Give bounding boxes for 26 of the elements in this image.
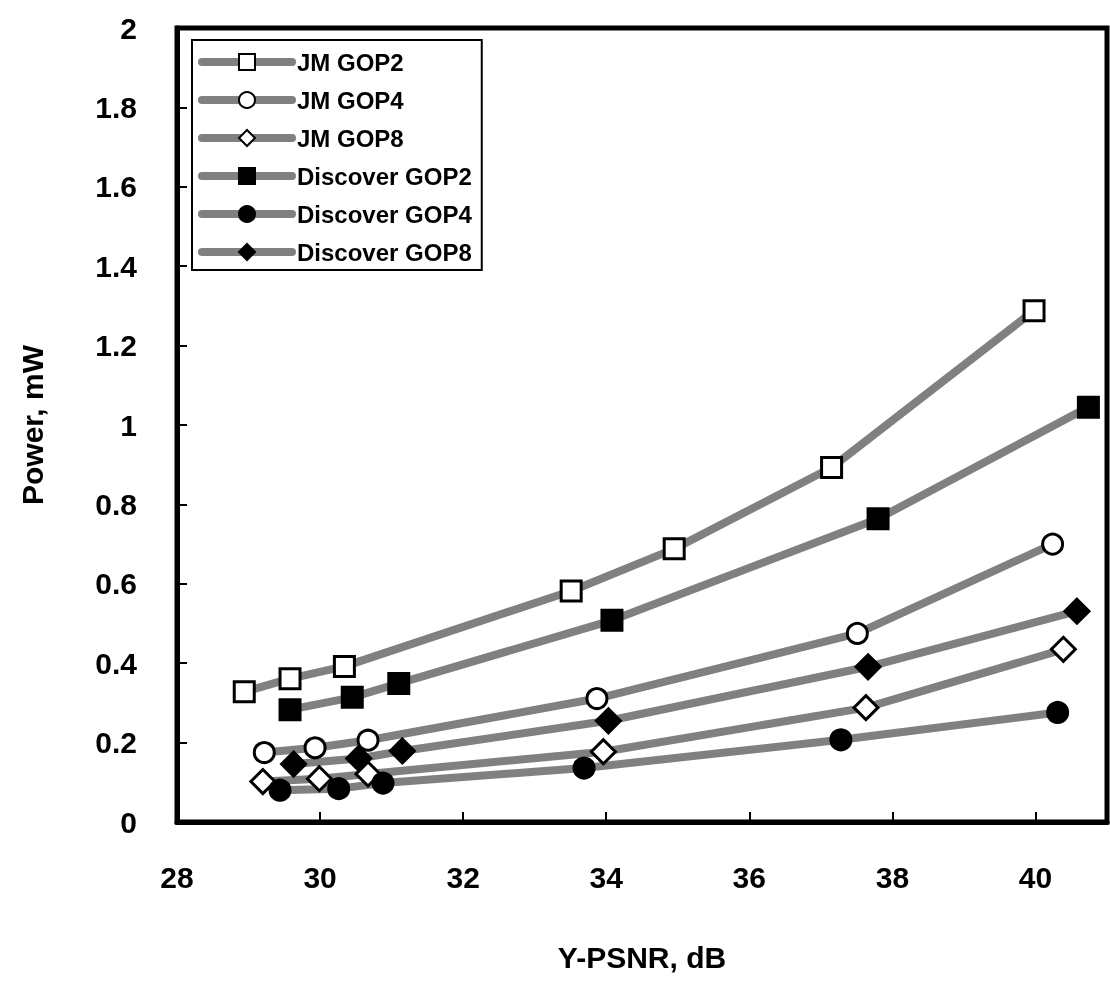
y-axis-title: Power, mW	[15, 344, 49, 506]
x-tick-label: 38	[875, 860, 910, 894]
y-tick-label: 1.6	[95, 170, 137, 204]
y-tick-label: 0.4	[95, 646, 138, 680]
y-tick-label: 0.8	[95, 487, 137, 521]
x-tick-label: 28	[160, 860, 194, 894]
y-tick-label: 1	[120, 408, 137, 442]
x-tick-label: 34	[589, 860, 624, 894]
y-tick-label: 0	[120, 805, 137, 839]
legend-label: Discover GOP2	[297, 162, 472, 190]
y-tick-label: 1.2	[95, 329, 137, 363]
legend-label: Discover GOP8	[297, 238, 472, 266]
x-tick-label: 32	[446, 860, 480, 894]
y-tick-label: 1.8	[95, 90, 137, 124]
y-tick-label: 1.4	[95, 249, 138, 283]
legend-label: JM GOP2	[297, 48, 404, 76]
legend-label: Discover GOP4	[297, 200, 473, 228]
legend-label: JM GOP4	[297, 86, 405, 114]
x-axis-title: Y-PSNR, dB	[557, 940, 727, 974]
y-tick-label: 0.2	[95, 726, 137, 760]
x-tick-label: 36	[732, 860, 766, 894]
x-tick-label: 30	[303, 860, 337, 894]
x-tick-label: 40	[1018, 860, 1053, 894]
legend-label: JM GOP8	[297, 124, 404, 152]
y-tick-label: 2	[120, 11, 137, 45]
y-tick-label: 0.6	[95, 567, 137, 601]
